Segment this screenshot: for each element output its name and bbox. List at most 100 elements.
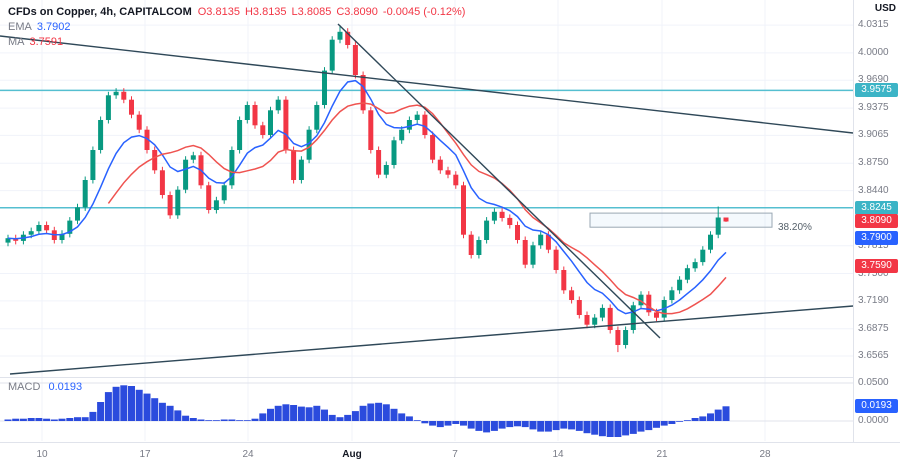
- time-axis-label: 24: [242, 449, 254, 460]
- macd-histogram-bar: [120, 385, 128, 421]
- descending-trendline-long[interactable]: [0, 35, 854, 134]
- macd-histogram-bar: [66, 418, 74, 421]
- close-value: C3.8090: [336, 5, 378, 18]
- macd-histogram-bar: [375, 402, 383, 421]
- macd-histogram-bar: [367, 403, 375, 421]
- price-axis-label: 4.0315: [858, 19, 889, 31]
- candle-body: [337, 31, 343, 40]
- macd-histogram-bar: [4, 419, 12, 421]
- candle-body: [36, 225, 42, 232]
- macd-histogram-bar: [89, 411, 97, 421]
- price-badge: 3.9575: [855, 83, 898, 98]
- candle-body: [190, 155, 196, 160]
- candle-body: [67, 220, 73, 234]
- candle-body: [98, 120, 104, 150]
- descending-trendline-steep[interactable]: [337, 23, 661, 339]
- candle-body: [383, 165, 389, 175]
- macd-histogram-bar: [436, 421, 444, 428]
- macd-histogram-bar: [707, 413, 714, 421]
- candle-body: [522, 240, 528, 265]
- price-badge: 3.7590: [855, 258, 898, 273]
- macd-histogram-bar: [135, 389, 143, 421]
- ema-indicator-row[interactable]: EMA 3.7902: [8, 19, 470, 34]
- macd-histogram-bar: [259, 413, 267, 421]
- macd-histogram-bar: [290, 405, 298, 421]
- candle-body: [121, 91, 127, 100]
- candle-body: [414, 114, 420, 120]
- candle-body: [360, 75, 366, 111]
- macd-histogram-bar: [267, 408, 274, 421]
- candle-body: [406, 120, 412, 130]
- macd-histogram-bar: [606, 421, 614, 437]
- candle-body: [677, 279, 683, 291]
- candle-body: [152, 150, 158, 171]
- macd-histogram-bar: [390, 408, 398, 421]
- time-axis-label: 28: [759, 449, 771, 460]
- macd-histogram-bar: [305, 407, 313, 421]
- macd-histogram-bar: [444, 421, 452, 426]
- symbol-legend[interactable]: CFDs on Copper, 4h, CAPITALCOM O3.8135 H…: [8, 4, 470, 49]
- macd-histogram-bar: [521, 421, 529, 428]
- macd-histogram-bar: [421, 421, 429, 424]
- fib-retracement-box[interactable]: [589, 212, 773, 228]
- candle-body: [345, 31, 351, 45]
- candle-body: [684, 268, 690, 280]
- macd-indicator-row[interactable]: MACD 0.0193: [8, 381, 82, 393]
- candle-body: [615, 330, 621, 345]
- candle-body: [368, 110, 374, 150]
- currency-label: USD: [874, 3, 896, 14]
- macd-histogram-bar: [544, 421, 552, 432]
- time-axis-label: 21: [656, 449, 668, 460]
- ascending-trendline[interactable]: [9, 305, 854, 375]
- macd-histogram-bar: [27, 418, 35, 421]
- candle-body: [113, 91, 119, 96]
- symbol-row[interactable]: CFDs on Copper, 4h, CAPITALCOM O3.8135 H…: [8, 4, 470, 19]
- macd-histogram-bar: [467, 421, 475, 429]
- time-axis[interactable]: 10 17 24 Aug 7 14 21 28: [0, 442, 900, 466]
- candle-body: [437, 159, 443, 171]
- candle-body: [322, 70, 327, 105]
- macd-histogram-bar: [560, 421, 568, 429]
- candle-body: [507, 217, 513, 225]
- symbol-title[interactable]: CFDs on Copper, 4h, CAPITALCOM: [8, 5, 192, 18]
- candle-body: [213, 200, 219, 210]
- macd-histogram-bar: [97, 402, 105, 421]
- macd-histogram-bar: [622, 421, 630, 436]
- ema-label: EMA: [8, 20, 32, 33]
- macd-histogram-bar: [575, 421, 583, 431]
- price-axis-label: 3.6565: [858, 350, 889, 362]
- macd-histogram-bar: [151, 398, 159, 421]
- ema-value: 3.7902: [36, 20, 71, 33]
- candle-body: [5, 238, 11, 243]
- macd-histogram-bar: [243, 420, 251, 421]
- macd-histogram-bar: [274, 405, 282, 421]
- ma-label: MA: [8, 35, 25, 48]
- price-axis-label: 4.0000: [858, 46, 889, 58]
- candle-body: [237, 120, 243, 150]
- macd-histogram-bar: [336, 417, 344, 421]
- macd-histogram-bar: [74, 417, 81, 421]
- candle-body: [75, 207, 80, 221]
- macd-histogram-bar: [128, 386, 135, 421]
- candle-body: [654, 312, 659, 318]
- macd-histogram-bar: [212, 420, 220, 421]
- macd-histogram-bar: [405, 416, 413, 421]
- macd-histogram-bar: [189, 418, 197, 421]
- candle-body: [352, 45, 358, 75]
- price-axis[interactable]: USD 4.0315 4.0000 3.9690 3.9375 3.9065 3.8750…: [853, 0, 900, 442]
- candle-body: [692, 262, 698, 269]
- macd-histogram-bar: [529, 421, 537, 430]
- candle-body: [723, 217, 729, 222]
- macd-histogram-bar: [166, 405, 174, 421]
- candle-body: [82, 180, 88, 208]
- change-value: -0.0045 (-0.12%): [382, 5, 466, 18]
- price-axis-label: 3.9065: [858, 129, 889, 141]
- macd-histogram-bar: [714, 409, 722, 421]
- ma-indicator-row[interactable]: MA 3.7591: [8, 34, 470, 49]
- macd-histogram-bar: [699, 416, 707, 421]
- macd-badge: 0.0193: [855, 399, 898, 414]
- macd-histogram-bar: [158, 402, 166, 421]
- candle-body: [468, 234, 474, 255]
